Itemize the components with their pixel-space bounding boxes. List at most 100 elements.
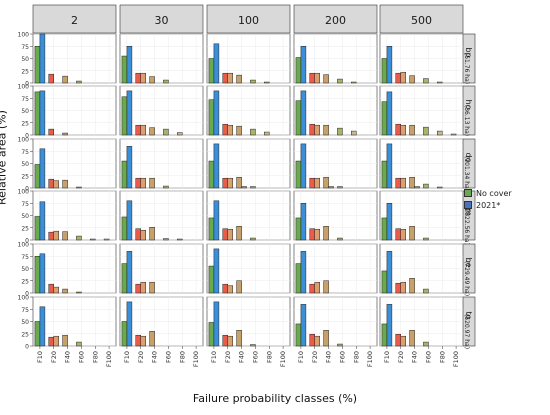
bar-no-cover xyxy=(395,72,401,84)
column-strip xyxy=(32,4,117,34)
y-tick-label: 75 xyxy=(21,96,29,103)
bar-no-cover xyxy=(381,270,388,294)
bar-no-cover xyxy=(236,280,242,294)
bar-no-cover xyxy=(177,238,183,241)
row-strip-area: (101.34 ha) xyxy=(463,156,470,191)
bar-no-cover xyxy=(381,217,388,241)
bar-no-cover xyxy=(135,124,142,136)
bar-2021 xyxy=(140,124,146,136)
y-tick-label: 25 xyxy=(21,120,29,127)
x-tick-label: F100 xyxy=(192,351,200,367)
bar-no-cover xyxy=(395,282,401,294)
bar-no-cover xyxy=(309,123,315,136)
bar-no-cover xyxy=(222,334,229,347)
bar-no-cover xyxy=(337,78,343,84)
bar-no-cover xyxy=(295,160,302,189)
bar-no-cover xyxy=(250,79,256,84)
bar-no-cover xyxy=(208,322,215,347)
row-strip-code: ho xyxy=(464,100,473,110)
x-tick-label: F100 xyxy=(105,351,113,367)
bar-no-cover xyxy=(149,281,155,294)
bar-no-cover xyxy=(437,130,443,136)
bar-2021 xyxy=(400,335,406,347)
bar-no-cover xyxy=(48,128,55,136)
y-tick-label: 0 xyxy=(25,344,29,351)
y-tick-label: 75 xyxy=(21,44,29,51)
bar-no-cover xyxy=(450,133,457,136)
bar-2021 xyxy=(386,143,393,189)
x-tick-label: F10 xyxy=(123,351,131,363)
bar-2021 xyxy=(140,335,146,347)
bar-no-cover xyxy=(381,323,388,347)
bar-no-cover xyxy=(222,283,229,294)
bar-no-cover xyxy=(149,331,155,347)
bar-2021 xyxy=(53,180,59,189)
bar-no-cover xyxy=(295,217,302,241)
x-tick-label: F40 xyxy=(238,351,246,363)
x-tick-label: F60 xyxy=(424,351,432,363)
bar-2021 xyxy=(386,91,393,136)
bar-no-cover xyxy=(295,263,302,294)
bar-2021 xyxy=(314,177,320,189)
bar-no-cover xyxy=(48,178,55,189)
bar-no-cover xyxy=(208,265,215,294)
bar-no-cover xyxy=(135,72,142,84)
y-tick-label: 25 xyxy=(21,278,29,285)
bar-2021 xyxy=(53,335,59,347)
y-tick-label: 100 xyxy=(18,295,30,302)
y-tick-label: 25 xyxy=(21,173,29,180)
column-strip-label: 2 xyxy=(71,14,78,27)
bar-no-cover xyxy=(395,228,401,241)
bar-no-cover xyxy=(409,124,415,136)
y-tick-label: 50 xyxy=(21,319,29,326)
bar-no-cover xyxy=(177,132,183,136)
bar-2021 xyxy=(39,33,46,84)
x-tick-label: F20 xyxy=(137,351,145,363)
bar-no-cover xyxy=(409,226,415,241)
y-tick-label: 75 xyxy=(21,254,29,261)
legend-swatch-no-cover xyxy=(464,189,472,197)
bar-2021 xyxy=(227,177,233,189)
bar-no-cover xyxy=(381,101,388,136)
x-tick-label: F100 xyxy=(366,351,374,367)
bar-no-cover xyxy=(295,57,302,84)
bar-no-cover xyxy=(222,228,229,241)
bar-no-cover xyxy=(323,330,329,347)
bar-2021 xyxy=(227,285,233,294)
bar-2021 xyxy=(213,200,220,241)
bar-no-cover xyxy=(395,123,401,136)
bar-2021 xyxy=(386,251,393,294)
x-tick-label: F10 xyxy=(383,351,391,363)
x-tick-label: F10 xyxy=(36,351,44,363)
bar-2021 xyxy=(39,306,46,347)
bar-no-cover xyxy=(309,283,315,294)
x-tick-label: F80 xyxy=(352,351,360,363)
x-tick-label: F20 xyxy=(397,351,405,363)
bar-2021 xyxy=(126,46,133,84)
bar-no-cover xyxy=(90,238,96,241)
bar-no-cover xyxy=(323,280,329,294)
y-tick-label: 100 xyxy=(18,189,30,196)
bar-no-cover xyxy=(337,343,343,347)
y-tick-label: 50 xyxy=(21,161,29,168)
row-strip-area: (2822.56 ha) xyxy=(463,206,470,245)
row-strip-code: to xyxy=(464,311,473,319)
bar-no-cover xyxy=(423,126,429,136)
bar-no-cover xyxy=(163,185,169,189)
bar-no-cover xyxy=(351,81,357,84)
bar-no-cover xyxy=(34,216,41,241)
bar-no-cover xyxy=(222,177,229,189)
bar-no-cover xyxy=(149,76,155,84)
bar-2021 xyxy=(213,43,220,84)
row-strip-area: (51.76 ha) xyxy=(463,53,470,84)
x-tick-label: F80 xyxy=(265,351,273,363)
bar-no-cover xyxy=(163,238,169,241)
bar-2021 xyxy=(140,72,146,84)
x-tick-label: F100 xyxy=(452,351,460,367)
bar-no-cover xyxy=(381,160,388,189)
bar-no-cover xyxy=(62,231,68,241)
bar-no-cover xyxy=(295,323,302,347)
bar-no-cover xyxy=(323,74,329,84)
bar-no-cover xyxy=(264,81,270,84)
